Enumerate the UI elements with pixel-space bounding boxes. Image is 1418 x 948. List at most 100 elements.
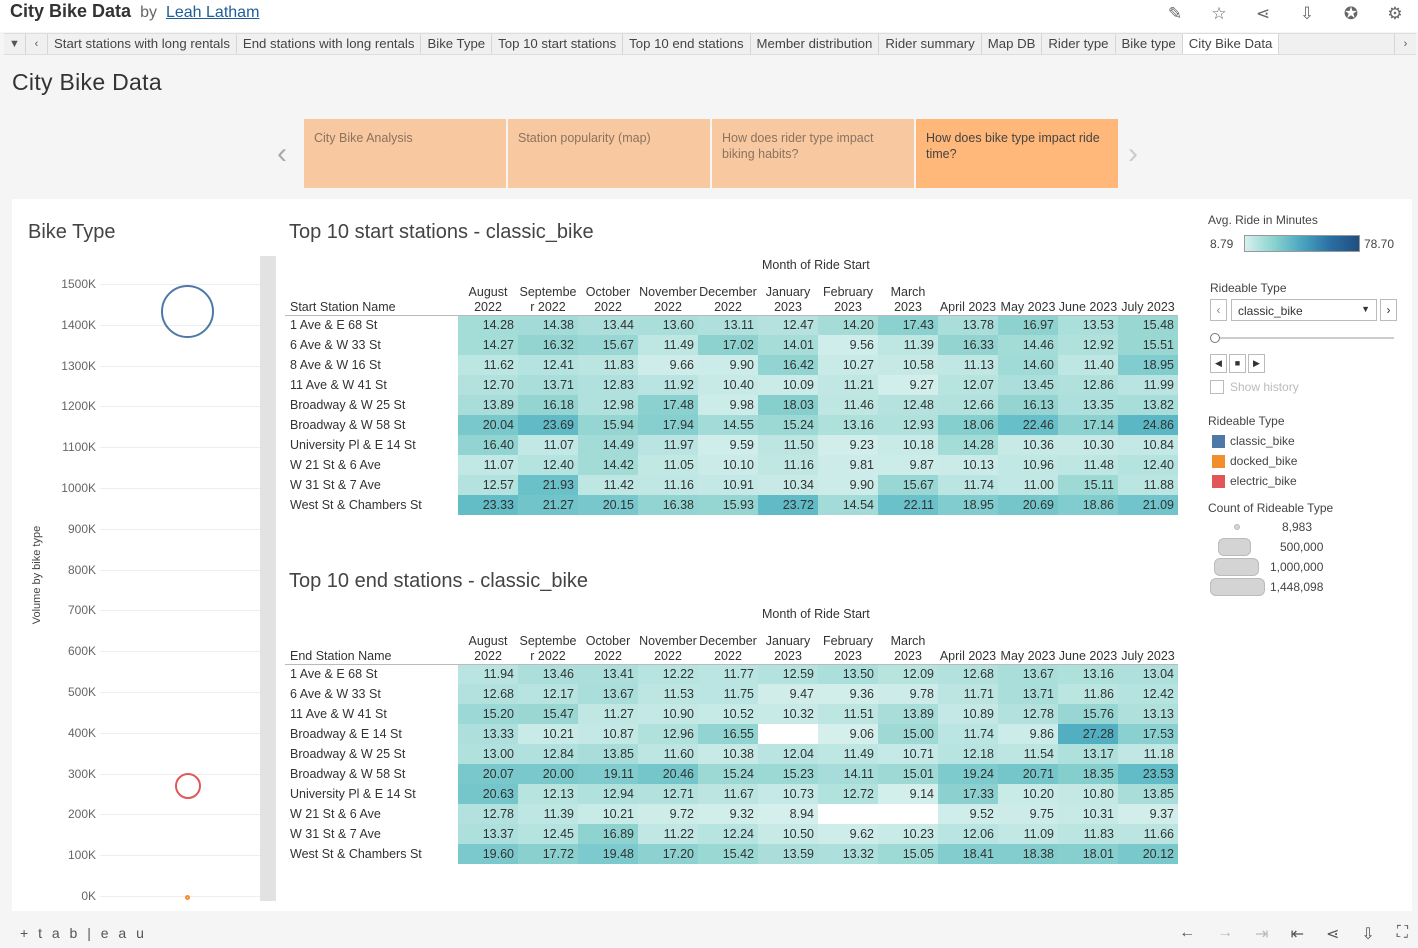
start-heat-cell[interactable]: 14.46 xyxy=(998,335,1058,355)
reset-icon[interactable]: ⇤ xyxy=(1290,926,1304,943)
start-heat-cell[interactable]: 18.03 xyxy=(758,395,818,415)
start-heat-cell[interactable]: 11.42 xyxy=(578,475,638,495)
start-column-header[interactable]: July 2023 xyxy=(1121,299,1175,314)
start-heat-cell[interactable]: 11.83 xyxy=(578,355,638,375)
undo-icon[interactable]: ← xyxy=(1179,924,1196,941)
start-heat-cell[interactable]: 11.07 xyxy=(518,435,578,455)
end-heat-cell[interactable]: 13.37 xyxy=(458,824,518,844)
end-heat-cell[interactable]: 15.23 xyxy=(758,764,818,784)
start-heat-cell[interactable]: 11.49 xyxy=(638,335,698,355)
end-heat-cell[interactable]: 10.50 xyxy=(758,824,818,844)
end-heat-cell[interactable]: 12.04 xyxy=(758,744,818,764)
end-heat-cell[interactable]: 12.94 xyxy=(578,784,638,804)
end-heat-cell[interactable]: 13.71 xyxy=(998,684,1058,704)
start-heat-cell[interactable]: 23.69 xyxy=(518,415,578,435)
start-station-name[interactable]: 6 Ave & W 33 St xyxy=(285,335,458,355)
end-heat-cell[interactable]: 11.53 xyxy=(638,684,698,704)
end-column-header[interactable]: May 2023 xyxy=(1000,648,1056,663)
end-heat-cell[interactable]: 14.11 xyxy=(818,764,878,784)
end-heat-cell[interactable]: 12.78 xyxy=(998,704,1058,724)
start-heat-cell[interactable]: 20.04 xyxy=(458,415,518,435)
share-icon[interactable]: ⋖ xyxy=(1255,4,1271,23)
end-station-name[interactable]: 1 Ave & E 68 St xyxy=(285,664,458,684)
end-heat-cell[interactable]: 15.05 xyxy=(878,844,938,864)
start-heat-cell[interactable]: 14.49 xyxy=(578,435,638,455)
end-heat-cell[interactable]: 11.77 xyxy=(698,664,758,684)
start-heat-cell[interactable]: 11.07 xyxy=(458,455,518,475)
end-station-name[interactable]: West St & Chambers St xyxy=(285,844,458,864)
end-heat-cell[interactable]: 9.14 xyxy=(878,784,938,804)
story-point-2[interactable]: Station popularity (map) xyxy=(508,119,710,188)
end-column-header[interactable]: January 2023 xyxy=(765,633,811,663)
end-heat-cell[interactable]: 19.48 xyxy=(578,844,638,864)
stop-button[interactable]: ■ xyxy=(1229,354,1246,373)
start-heat-cell[interactable]: 12.70 xyxy=(458,375,518,395)
end-heat-cell[interactable]: 12.06 xyxy=(938,824,998,844)
start-heat-cell[interactable]: 16.13 xyxy=(998,395,1058,415)
end-heat-cell[interactable]: 11.71 xyxy=(938,684,998,704)
filter-slider-handle[interactable] xyxy=(1210,333,1220,343)
end-heat-cell[interactable]: 20.63 xyxy=(458,784,518,804)
start-heat-cell[interactable]: 14.20 xyxy=(818,315,878,335)
start-heat-cell[interactable]: 17.14 xyxy=(1058,415,1118,435)
start-heat-cell[interactable]: 14.28 xyxy=(938,435,998,455)
start-heat-cell[interactable]: 9.90 xyxy=(818,475,878,495)
end-heat-cell[interactable]: 10.87 xyxy=(578,724,638,744)
end-heat-cell[interactable]: 13.85 xyxy=(1118,784,1178,804)
tab-city-bike-data[interactable]: City Bike Data xyxy=(1182,34,1280,54)
end-heat-cell[interactable]: 10.20 xyxy=(998,784,1058,804)
start-heat-cell[interactable]: 10.34 xyxy=(758,475,818,495)
end-heat-cell[interactable]: 16.89 xyxy=(578,824,638,844)
start-heat-cell[interactable]: 10.96 xyxy=(998,455,1058,475)
start-heat-cell[interactable]: 18.86 xyxy=(1058,495,1118,515)
tab-map-db[interactable]: Map DB xyxy=(982,34,1043,54)
start-heat-cell[interactable]: 11.92 xyxy=(638,375,698,395)
end-heat-cell[interactable]: 12.22 xyxy=(638,664,698,684)
story-next-icon[interactable]: › xyxy=(1128,137,1138,170)
start-heat-cell[interactable]: 11.21 xyxy=(818,375,878,395)
start-heat-cell[interactable]: 9.98 xyxy=(698,395,758,415)
start-heat-cell[interactable]: 10.40 xyxy=(698,375,758,395)
end-heat-cell[interactable]: 13.13 xyxy=(1118,704,1178,724)
start-heat-cell[interactable]: 9.90 xyxy=(698,355,758,375)
start-heat-cell[interactable]: 11.50 xyxy=(758,435,818,455)
end-heat-cell[interactable] xyxy=(818,804,878,824)
end-heat-cell[interactable]: 10.90 xyxy=(638,704,698,724)
story-point-1[interactable]: City Bike Analysis xyxy=(304,119,506,188)
end-heat-cell[interactable]: 11.18 xyxy=(1118,744,1178,764)
legend-label-classic-bike[interactable]: classic_bike xyxy=(1230,434,1295,448)
start-column-header[interactable]: October 2022 xyxy=(585,284,631,314)
start-heat-cell[interactable]: 10.13 xyxy=(938,455,998,475)
start-heat-cell[interactable]: 23.72 xyxy=(758,495,818,515)
end-heat-cell[interactable]: 9.06 xyxy=(818,724,878,744)
start-heat-cell[interactable]: 11.48 xyxy=(1058,455,1118,475)
end-heat-cell[interactable]: 10.23 xyxy=(878,824,938,844)
start-heat-cell[interactable]: 14.54 xyxy=(818,495,878,515)
tableau-logo[interactable]: + t a b | e a u xyxy=(20,925,147,941)
end-heat-cell[interactable]: 10.80 xyxy=(1058,784,1118,804)
start-column-header[interactable]: May 2023 xyxy=(1000,299,1056,314)
end-heat-cell[interactable]: 20.07 xyxy=(458,764,518,784)
end-heat-cell[interactable]: 27.28 xyxy=(1058,724,1118,744)
end-heat-cell[interactable]: 20.12 xyxy=(1118,844,1178,864)
end-heat-cell[interactable]: 12.68 xyxy=(458,684,518,704)
end-heat-cell[interactable]: 15.20 xyxy=(458,704,518,724)
end-heat-cell[interactable]: 10.32 xyxy=(758,704,818,724)
end-heat-cell[interactable]: 10.71 xyxy=(878,744,938,764)
start-station-name[interactable]: Broadway & W 58 St xyxy=(285,415,458,435)
start-heat-cell[interactable]: 9.23 xyxy=(818,435,878,455)
end-heat-cell[interactable]: 19.11 xyxy=(578,764,638,784)
story-point-3[interactable]: How does rider type impact biking habits… xyxy=(712,119,914,188)
end-heat-cell[interactable]: 13.16 xyxy=(1058,664,1118,684)
start-column-header[interactable]: April 2023 xyxy=(939,299,997,314)
end-heat-cell[interactable]: 9.62 xyxy=(818,824,878,844)
start-heat-cell[interactable]: 14.55 xyxy=(698,415,758,435)
end-heat-cell[interactable]: 23.53 xyxy=(1118,764,1178,784)
end-heat-cell[interactable]: 15.01 xyxy=(878,764,938,784)
start-heat-cell[interactable]: 13.53 xyxy=(1058,315,1118,335)
start-heat-cell[interactable]: 13.45 xyxy=(998,375,1058,395)
start-heat-cell[interactable]: 9.66 xyxy=(638,355,698,375)
start-heat-cell[interactable]: 12.40 xyxy=(518,455,578,475)
award-icon[interactable]: ✪ xyxy=(1343,4,1359,23)
end-heat-cell[interactable]: 17.20 xyxy=(638,844,698,864)
